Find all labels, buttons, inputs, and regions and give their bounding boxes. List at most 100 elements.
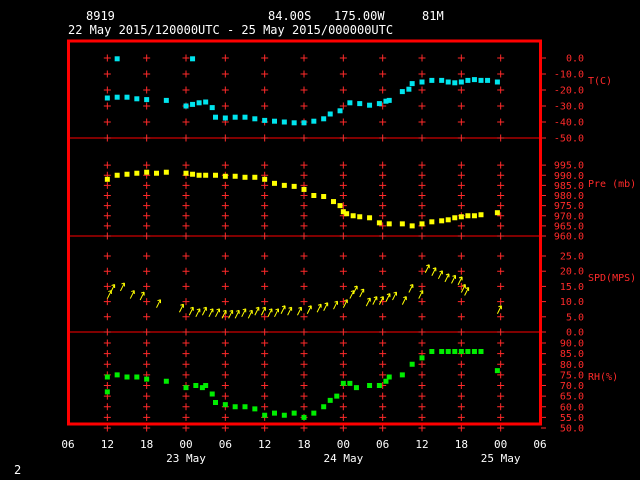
grid-cross <box>300 134 308 142</box>
grid-cross <box>261 298 269 306</box>
y-tick-label-pressure: 995.0 <box>554 161 584 172</box>
grid-cross <box>379 222 387 230</box>
wind-arrow <box>119 282 125 292</box>
grid-cross <box>497 328 505 336</box>
grid-cross <box>497 371 505 379</box>
grid-cross <box>379 202 387 210</box>
data-point-pressure <box>232 173 238 179</box>
grid-cross <box>261 212 269 220</box>
grid-cross <box>221 360 229 368</box>
data-point-temperature <box>458 79 464 85</box>
grid-cross <box>497 134 505 142</box>
wind-arrow <box>267 308 273 318</box>
grid-cross <box>143 403 151 411</box>
data-point-temperature <box>383 98 389 104</box>
y-tick-label-rh: 80.0 <box>560 360 584 371</box>
wind-arrow <box>254 306 260 316</box>
y-tick-label-rh: 65.0 <box>560 392 584 403</box>
data-point-pressure <box>350 213 356 219</box>
grid-cross <box>261 360 269 368</box>
grid-cross <box>379 371 387 379</box>
grid-cross <box>418 181 426 189</box>
grid-cross <box>457 171 465 179</box>
grid-cross <box>221 232 229 240</box>
grid-cross <box>261 282 269 290</box>
grid-cross <box>497 202 505 210</box>
data-point-pressure <box>252 174 258 180</box>
grid-cross <box>339 161 347 169</box>
data-point-pressure <box>452 215 458 221</box>
grid-cross <box>261 232 269 240</box>
data-point-rh <box>334 393 340 399</box>
data-point-temperature <box>429 77 435 83</box>
y-tick-label-wind: 5.0 <box>566 312 584 323</box>
grid-cross <box>103 350 111 358</box>
data-point-temperature <box>183 103 189 109</box>
grid-cross <box>143 86 151 94</box>
grid-cross <box>300 282 308 290</box>
data-point-pressure <box>331 199 336 205</box>
grid-cross <box>497 161 505 169</box>
grid-cross <box>300 424 308 432</box>
grid-cross <box>339 102 347 110</box>
wind-arrow <box>296 306 302 316</box>
data-point-rh <box>452 349 458 354</box>
grid-cross <box>457 339 465 347</box>
grid-cross <box>300 171 308 179</box>
grid-cross <box>418 339 426 347</box>
grid-cross <box>497 403 505 411</box>
grid-cross <box>457 392 465 400</box>
grid-layer <box>68 54 540 432</box>
grid-cross <box>457 118 465 126</box>
grid-cross <box>300 267 308 275</box>
wind-arrow <box>392 291 397 301</box>
wind-arrow <box>460 284 466 293</box>
grid-cross <box>379 424 387 432</box>
grid-cross <box>221 339 229 347</box>
grid-cross <box>221 212 229 220</box>
data-point-temperature <box>190 101 196 107</box>
grid-cross <box>221 298 229 306</box>
data-point-pressure <box>222 173 228 179</box>
x-tick-label: 18 <box>140 438 153 451</box>
data-point-rh <box>471 349 477 354</box>
wind-arrow <box>215 308 220 318</box>
grid-cross <box>182 70 190 78</box>
wind-arrow <box>352 285 358 295</box>
data-point-temperature <box>281 119 287 125</box>
grid-cross <box>339 392 347 400</box>
grid-cross <box>497 102 505 110</box>
grid-cross <box>261 222 269 230</box>
y-tick-label-temperature: -20.0 <box>554 86 584 97</box>
grid-cross <box>457 298 465 306</box>
grid-cross <box>182 181 190 189</box>
grid-cross <box>221 202 229 210</box>
grid-cross <box>300 298 308 306</box>
grid-cross <box>182 202 190 210</box>
wind-arrow <box>247 309 253 319</box>
data-point-rh <box>353 385 359 391</box>
wind-arrow <box>418 290 424 299</box>
grid-cross <box>418 267 426 275</box>
grid-cross <box>143 202 151 210</box>
grid-cross <box>300 202 308 210</box>
grid-cross <box>261 102 269 110</box>
grid-cross <box>261 339 269 347</box>
grid-cross <box>497 212 505 220</box>
longitude: 175.00W <box>334 9 385 23</box>
wind-arrow <box>444 273 450 283</box>
grid-cross <box>182 282 190 290</box>
grid-cross <box>497 232 505 240</box>
unit-label-pressure: Pre (mb) <box>588 179 636 190</box>
grid-cross <box>457 192 465 199</box>
page-number: 2 <box>14 463 21 477</box>
data-point-temperature <box>357 101 363 107</box>
grid-cross <box>497 86 505 94</box>
grid-cross <box>457 267 465 275</box>
grid-cross <box>103 181 111 189</box>
y-tick-label-rh: 90.0 <box>560 339 584 350</box>
x-tick-label: 18 <box>297 438 310 451</box>
grid-cross <box>418 102 426 110</box>
grid-cross <box>497 222 505 230</box>
